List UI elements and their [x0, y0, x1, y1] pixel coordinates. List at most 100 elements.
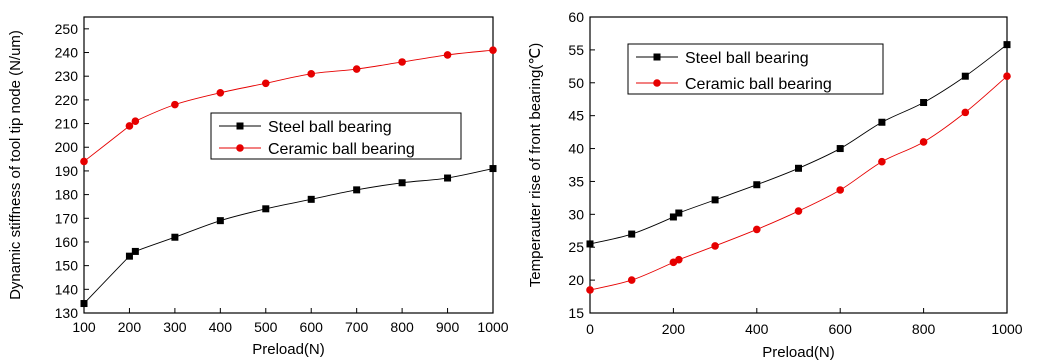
data-point — [444, 174, 452, 182]
data-point — [171, 233, 179, 241]
x-tick-label: 400 — [209, 319, 233, 335]
data-point — [398, 58, 406, 66]
data-point — [398, 179, 406, 187]
data-point — [961, 72, 969, 80]
x-tick-label: 600 — [829, 321, 853, 337]
y-tick-label: 45 — [568, 108, 584, 124]
data-point — [262, 205, 270, 213]
data-point — [80, 300, 88, 308]
legend-marker — [653, 79, 661, 87]
y-tick-label: 130 — [55, 305, 79, 321]
series-2 — [586, 72, 1011, 294]
y-tick-label: 60 — [568, 9, 584, 25]
y-tick-label: 50 — [568, 75, 584, 91]
chart-2: 0 200 400 600 800 1000 15 20 25 30 35 40 45 50 55 60 Pre… — [527, 9, 1023, 361]
x-axis-label: Preload(N) — [762, 344, 835, 361]
data-point — [131, 247, 139, 255]
data-point — [669, 213, 677, 221]
legend-box — [210, 112, 462, 160]
x-tick-label: 400 — [745, 321, 769, 337]
y-tick-label: 15 — [568, 305, 584, 321]
data-point — [307, 195, 315, 203]
x-tick-label: 800 — [390, 319, 414, 335]
data-point — [353, 186, 361, 194]
data-point — [753, 225, 761, 234]
data-point — [836, 145, 844, 153]
y-tick-label: 55 — [568, 42, 584, 58]
data-point — [1003, 41, 1011, 49]
data-point — [794, 207, 803, 215]
data-point — [261, 79, 270, 88]
data-point — [586, 240, 594, 248]
y-tick-label: 35 — [568, 173, 584, 189]
y-tick-label: 40 — [568, 141, 584, 157]
data-point — [80, 157, 88, 166]
y-tick-label: 220 — [55, 92, 79, 108]
data-point — [836, 186, 844, 194]
y-tick-label: 30 — [568, 206, 584, 222]
x-tick-label: 300 — [163, 319, 187, 335]
y-tick-label: 25 — [568, 239, 584, 255]
legend-marker — [653, 53, 661, 61]
data-point — [711, 242, 719, 250]
y-axis-label: Temperauter rise of front bearing(℃) — [527, 43, 544, 287]
data-point — [125, 252, 133, 260]
legend-box — [627, 43, 884, 95]
legend-marker — [236, 122, 244, 130]
legend: Steel ball bearing Ceramic ball bearing — [627, 43, 884, 95]
chart-1: 100 200 300 400 500 600 700 800 900 1000 130 140 150… — [7, 16, 509, 358]
data-point — [675, 209, 683, 217]
series-1 — [80, 165, 497, 308]
data-point — [586, 286, 594, 294]
x-tick-label: 100 — [72, 319, 96, 335]
data-point — [352, 65, 361, 73]
data-point — [878, 157, 886, 166]
legend-label: Ceramic ball bearing — [685, 76, 832, 93]
data-point — [878, 118, 886, 126]
data-point — [216, 217, 224, 225]
legend-marker — [236, 144, 244, 152]
data-point — [961, 108, 970, 117]
y-tick-label: 190 — [55, 163, 79, 179]
data-point — [711, 196, 719, 204]
y-tick-label: 170 — [55, 210, 79, 226]
data-point — [171, 100, 179, 109]
y-tick-label: 200 — [55, 139, 79, 155]
y-tick-label: 240 — [55, 45, 79, 61]
y-tick-label: 250 — [55, 21, 79, 37]
x-tick-label: 0 — [586, 321, 594, 337]
x-tick-label: 1000 — [477, 319, 508, 335]
y-tick-label: 180 — [55, 187, 79, 203]
data-point — [795, 164, 802, 172]
y-tick-label: 20 — [568, 272, 584, 288]
y-tick-label: 140 — [55, 281, 79, 297]
y-tick-label: 210 — [55, 116, 79, 132]
data-point — [489, 165, 497, 173]
data-point — [920, 99, 928, 107]
x-tick-label: 800 — [912, 321, 936, 337]
data-point — [131, 117, 140, 125]
x-tick-label: 600 — [300, 319, 324, 335]
data-point — [919, 138, 928, 146]
data-point — [125, 122, 134, 130]
data-point — [307, 70, 316, 78]
series-2 — [80, 46, 497, 166]
series-line — [83, 168, 494, 304]
data-point — [675, 255, 683, 264]
y-tick-label: 150 — [55, 258, 79, 274]
data-point — [489, 46, 497, 54]
plot-frame — [83, 16, 494, 314]
x-tick-label: 1000 — [991, 321, 1022, 337]
data-point — [627, 276, 636, 284]
x-tick-label: 500 — [254, 319, 278, 335]
series-line — [589, 75, 1008, 291]
data-point — [753, 181, 761, 189]
data-point — [628, 230, 636, 238]
y-tick-label: 230 — [55, 68, 79, 84]
x-tick-label: 900 — [436, 319, 460, 335]
plot-frame — [589, 16, 1008, 314]
legend-label: Ceramic ball bearing — [268, 141, 415, 158]
y-axis-label: Dynamic stiffness of tool tip node (N/um… — [7, 30, 24, 300]
data-point — [1003, 72, 1011, 80]
